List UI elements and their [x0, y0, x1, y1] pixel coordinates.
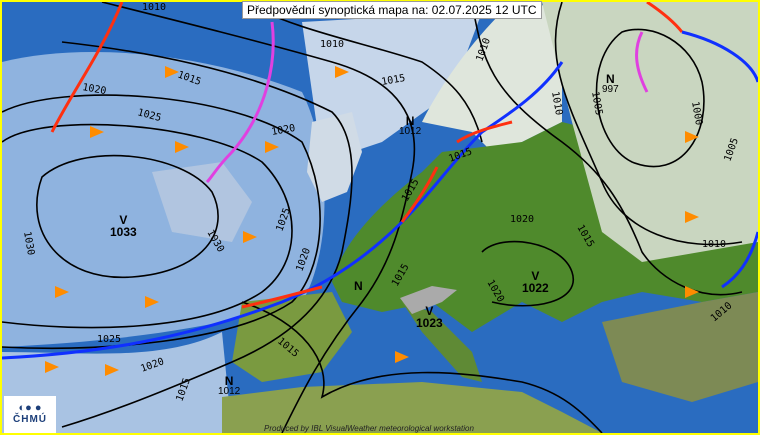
cloud-cover-west	[2, 332, 232, 433]
cold-front-russia	[681, 30, 758, 289]
isobar	[241, 2, 483, 143]
isobar	[2, 94, 321, 349]
map-title: Předpovědní synoptická mapa na: 02.07.20…	[242, 1, 542, 19]
high-pressure-center: V 1033	[110, 213, 137, 239]
wind-arrow-icon	[105, 364, 119, 376]
isobar	[2, 123, 293, 329]
occluded-front-russia	[635, 31, 649, 93]
wind-arrow-icon	[145, 296, 159, 308]
isobar	[481, 240, 575, 307]
warm-front-north-atlantic	[50, 2, 124, 133]
isobar-label: 1020	[81, 82, 107, 97]
wind-arrow-icon	[265, 141, 279, 153]
wind-arrow-icon	[243, 231, 257, 243]
isobar	[471, 2, 743, 296]
isobar-label: 1020	[271, 123, 297, 138]
wind-arrow-icon	[45, 361, 59, 373]
isobar-label: 1010	[702, 239, 726, 250]
chmu-logo-symbol: ◐● ●	[18, 402, 42, 414]
isobar-label: 1025	[97, 334, 121, 345]
low-pressure-center: N 1012	[399, 114, 422, 137]
wind-arrow-icon	[175, 141, 189, 153]
cold-front-atlantic	[2, 61, 564, 360]
wind-arrow-icon	[395, 351, 409, 363]
chmu-logo: ◐● ● ČHMÚ	[4, 396, 56, 433]
land-africa	[222, 382, 602, 433]
isobar	[36, 154, 219, 279]
isobar-label: 1030	[21, 231, 36, 257]
alps	[400, 286, 457, 314]
isobar-label: 1010	[320, 39, 344, 50]
warm-front-segment	[241, 120, 513, 309]
land-greenland-iceland	[152, 162, 252, 242]
isobar	[595, 28, 705, 168]
isobar-label: 1005	[589, 91, 604, 117]
isobar	[554, 2, 743, 246]
logo-text: ČHMÚ	[13, 414, 47, 425]
isobar-label: 1010	[549, 91, 564, 117]
wind-arrow-icon	[335, 66, 349, 78]
high-pressure-center: V 1023	[416, 304, 443, 330]
isobar-label: 1015	[381, 73, 407, 88]
land-britain	[307, 112, 362, 202]
wind-arrow-icon	[90, 126, 104, 138]
occluded-front-north-atlantic	[205, 21, 275, 184]
isobar-label: 1010	[142, 2, 166, 13]
warm-front-russia	[646, 2, 684, 33]
isobar	[241, 301, 603, 433]
wind-arrow-icon	[685, 131, 699, 143]
wind-arrow-icon	[165, 66, 179, 78]
wind-arrow-icon	[55, 286, 69, 298]
land-italy	[402, 302, 482, 382]
low-pressure-center: N 1012	[218, 374, 241, 397]
land-turkey	[602, 292, 758, 402]
wind-arrow-icon	[685, 286, 699, 298]
isobar	[61, 41, 353, 428]
low-pressure-center: N	[354, 279, 363, 293]
wind-arrow-icon	[685, 211, 699, 223]
high-pressure-center: V 1022	[522, 269, 549, 295]
credit-text: Produced by IBL VisualWeather meteorolog…	[264, 424, 474, 433]
isobar-label: 1020	[510, 214, 534, 225]
isobar	[101, 2, 416, 433]
isobar-label: 1000	[689, 101, 704, 127]
land-russia	[542, 2, 758, 262]
low-pressure-center: N 997	[602, 72, 619, 95]
